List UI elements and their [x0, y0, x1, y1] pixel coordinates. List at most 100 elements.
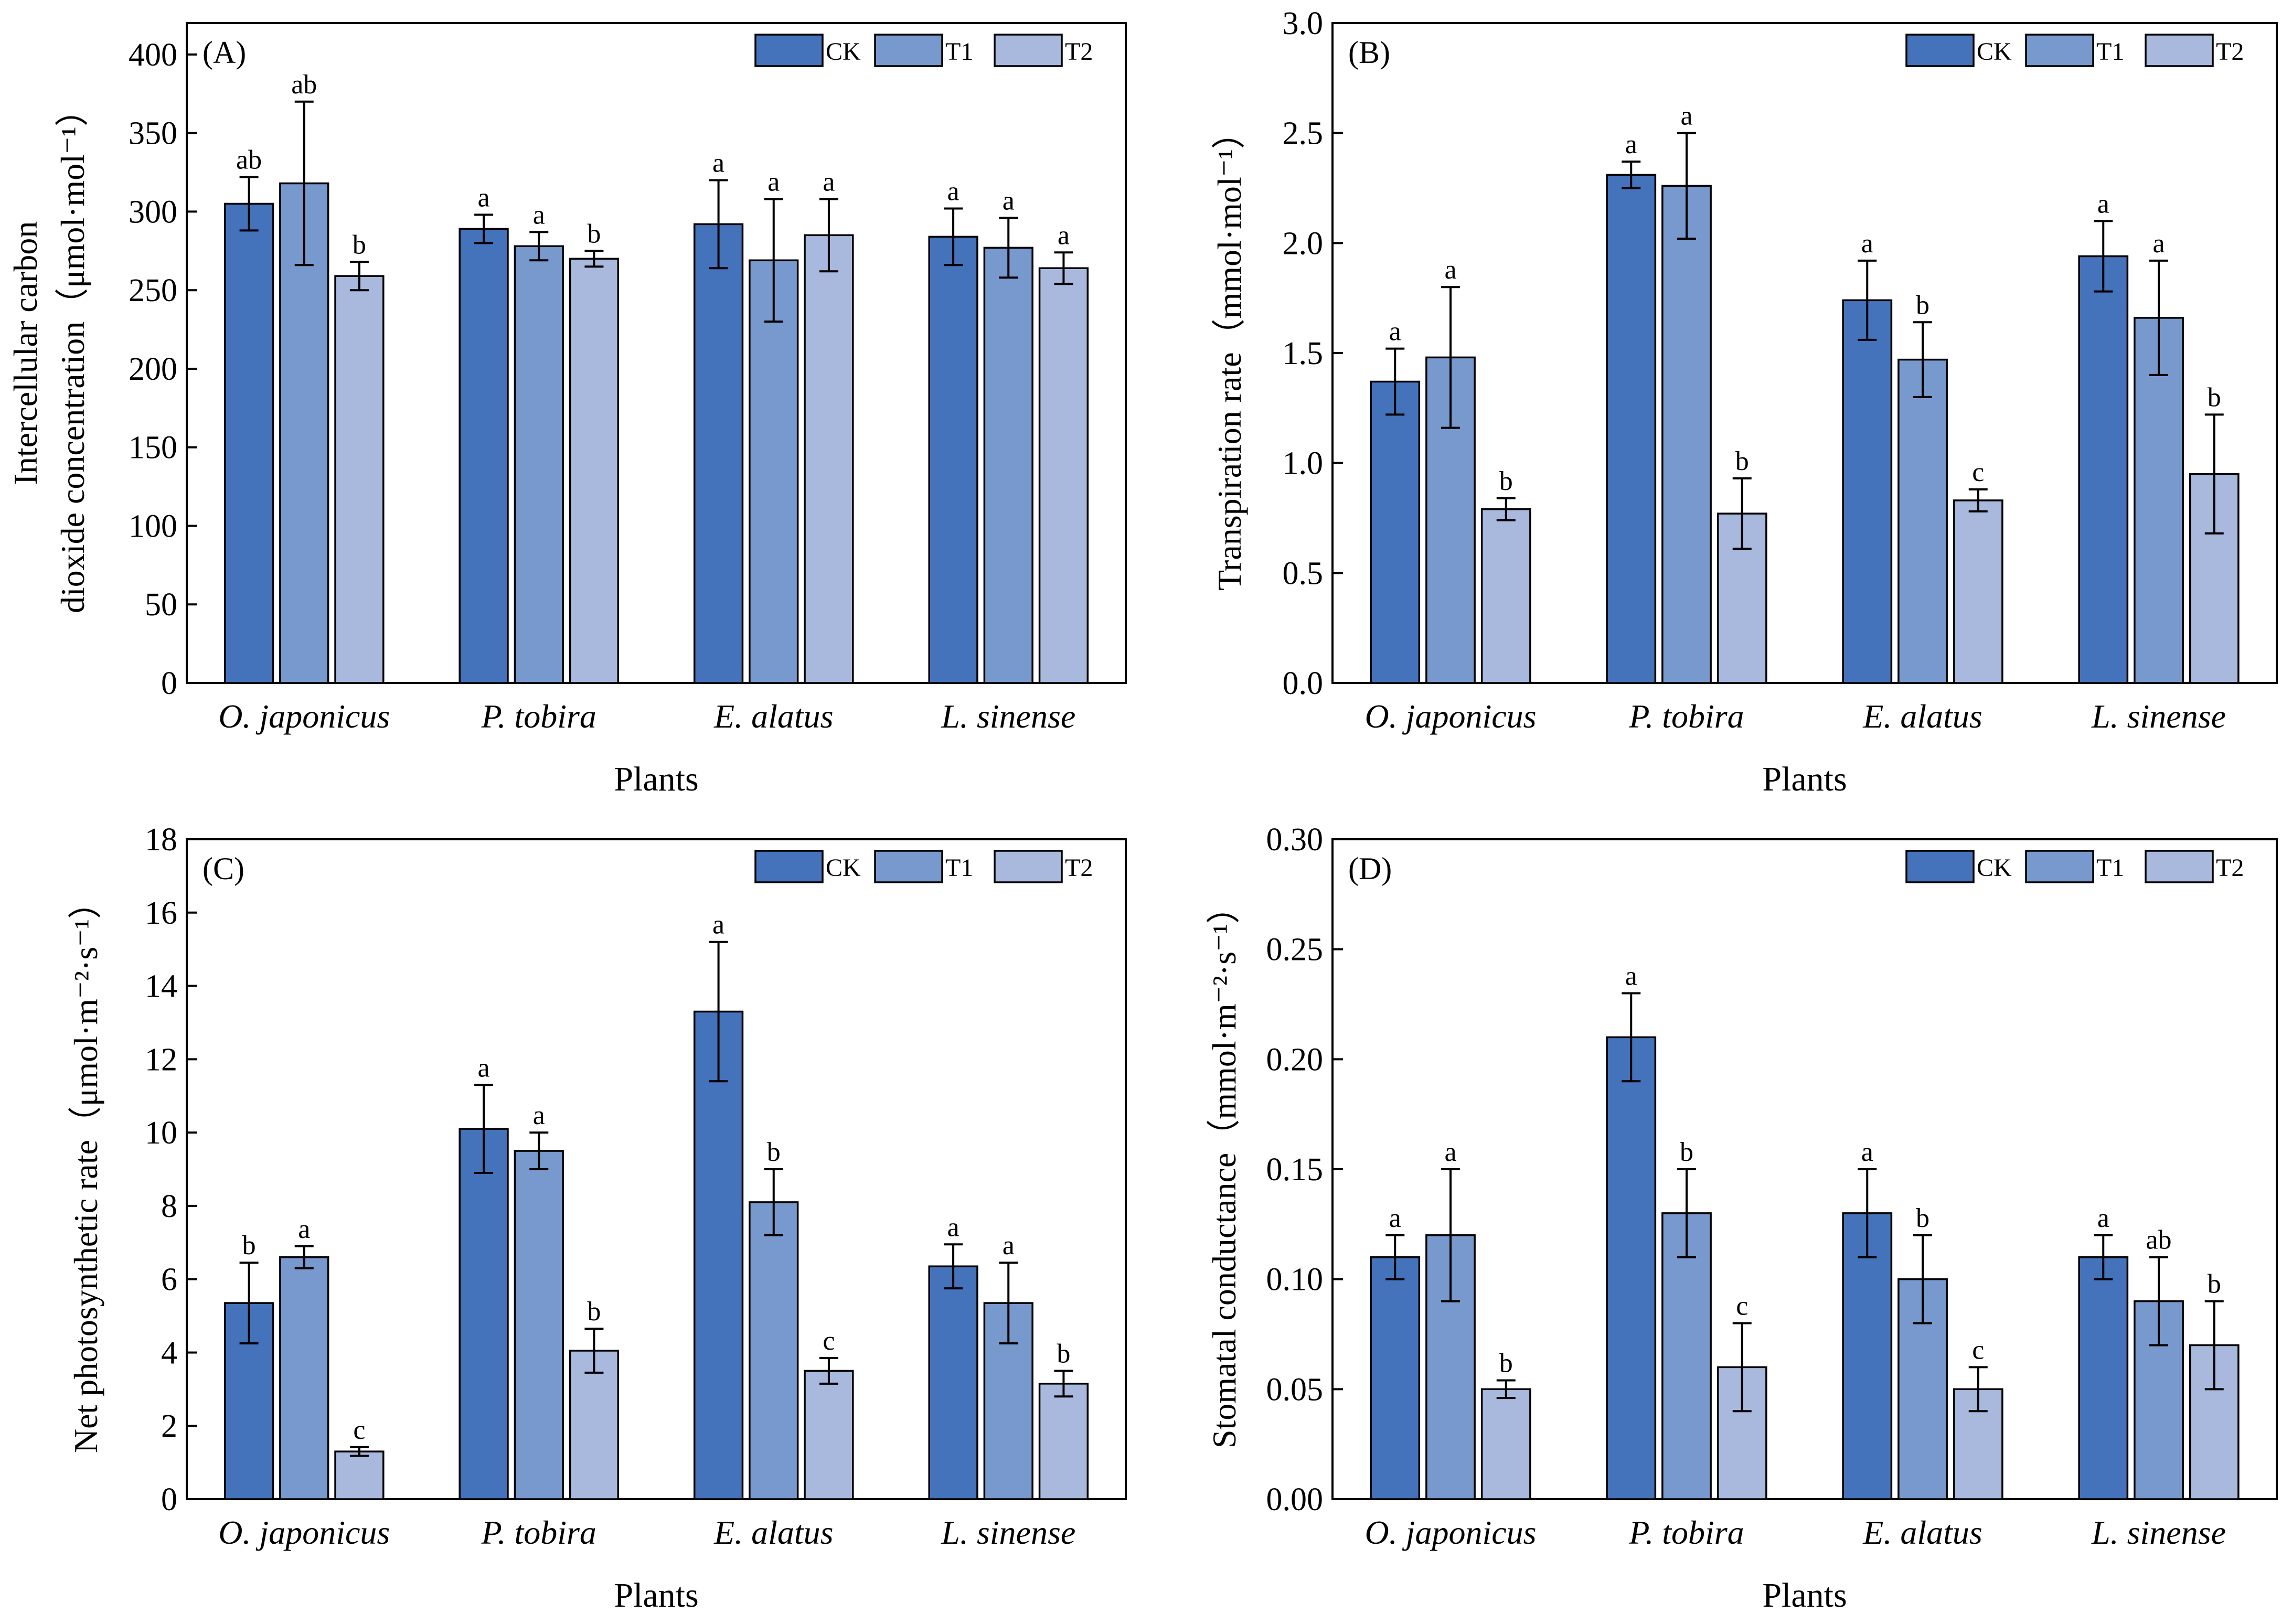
significance-label: a	[1680, 101, 1692, 131]
legend-label-t2: T2	[2216, 38, 2244, 66]
y-tick-label: 3.0	[1283, 6, 1324, 41]
legend-label-ck: CK	[826, 38, 861, 66]
significance-label: a	[1389, 317, 1401, 347]
y-tick-label: 250	[129, 273, 177, 308]
legend-swatch-ck	[1905, 34, 1975, 67]
panel-label: (C)	[202, 851, 244, 886]
significance-label: a	[767, 167, 780, 197]
y-tick-label: 2	[161, 1408, 177, 1444]
legend-label-t2: T2	[1065, 38, 1093, 66]
significance-label: b	[1916, 290, 1929, 320]
legend-label-t2: T2	[2216, 854, 2244, 882]
x-category-label: O. japonicus	[1364, 1514, 1536, 1551]
panel-label: (A)	[202, 35, 246, 70]
bar-t2	[804, 1370, 854, 1500]
bar-ck	[223, 202, 274, 684]
significance-label: a	[947, 176, 960, 206]
legend-label-t1: T1	[2096, 854, 2124, 882]
legend-label-ck: CK	[1977, 38, 2012, 66]
significance-label: a	[2097, 189, 2109, 219]
significance-label: ab	[236, 145, 262, 175]
y-tick-label: 14	[145, 969, 177, 1005]
significance-label: b	[1735, 446, 1749, 476]
legend-swatch-t1	[2025, 850, 2094, 883]
bar-t2	[334, 1450, 385, 1500]
bar-t1	[983, 247, 1033, 684]
y-tick-label: 0.5	[1283, 555, 1324, 591]
significance-label: a	[478, 183, 490, 212]
y-tick-label: 0.10	[1266, 1262, 1324, 1298]
significance-label: a	[1444, 1137, 1456, 1167]
significance-label: b	[1499, 466, 1513, 496]
y-tick-label: 0	[161, 666, 177, 701]
bar-t1	[749, 259, 799, 684]
y-tick-label: 300	[129, 194, 177, 230]
bar-t2	[1038, 1383, 1089, 1500]
significance-label: a	[1003, 1231, 1015, 1260]
y-tick-label: 8	[161, 1189, 177, 1224]
significance-label: c	[1972, 457, 1984, 487]
y-axis-title: Transpiration rate（mmol·mol⁻¹）	[1211, 115, 1248, 591]
significance-label: b	[767, 1137, 781, 1167]
significance-label: a	[1444, 255, 1456, 285]
significance-label: a	[1389, 1203, 1401, 1233]
x-category-label: O. japonicus	[1364, 698, 1536, 735]
y-tick-label: 10	[145, 1115, 177, 1151]
significance-label: a	[712, 148, 724, 178]
y-tick-label: 4	[161, 1335, 177, 1371]
significance-label: b	[2208, 1269, 2221, 1299]
significance-label: b	[587, 219, 601, 249]
bar-t2	[804, 234, 854, 684]
y-tick-label: 12	[145, 1042, 177, 1077]
legend-swatch-t2	[2145, 34, 2214, 67]
significance-label: a	[533, 200, 545, 230]
x-axis-title: Plants	[614, 1576, 698, 1615]
bar-t1	[749, 1201, 799, 1500]
y-tick-label: 100	[129, 508, 177, 544]
y-axis-title: Net photosynthetic rate（μmol·m⁻²·s⁻¹）	[67, 885, 104, 1453]
significance-label: b	[587, 1297, 601, 1327]
legend-swatch-ck	[754, 34, 824, 67]
significance-label: ab	[291, 70, 317, 100]
y-tick-label: 0.20	[1266, 1042, 1324, 1077]
significance-label: a	[823, 167, 835, 197]
x-category-label: E. alatus	[713, 698, 834, 735]
bar-t2	[569, 258, 620, 684]
bar-t1	[514, 1150, 564, 1500]
significance-label: a	[1861, 1137, 1873, 1167]
plot-frame	[186, 22, 1127, 684]
significance-label: a	[1861, 229, 1873, 259]
significance-label: b	[1499, 1349, 1513, 1379]
significance-label: c	[1736, 1291, 1748, 1321]
x-category-label: L. sinense	[2091, 698, 2226, 735]
significance-label: c	[353, 1415, 365, 1445]
bar-t1	[1897, 358, 1948, 684]
x-category-label: P. tobira	[1628, 698, 1744, 735]
x-category-label: E. alatus	[713, 1514, 834, 1551]
y-tick-label: 200	[129, 351, 177, 387]
significance-label: a	[478, 1053, 490, 1083]
significance-label: a	[1003, 186, 1015, 216]
significance-label: a	[2097, 1203, 2109, 1233]
significance-label: a	[1058, 220, 1070, 250]
bar-ck	[459, 1128, 509, 1500]
bar-ck	[1370, 1256, 1421, 1500]
legend: CK T1 T2	[1905, 34, 2244, 67]
bar-t1	[279, 1256, 329, 1500]
x-category-label: L. sinense	[2091, 1514, 2226, 1551]
legend-swatch-t2	[994, 34, 1063, 67]
bar-ck	[928, 236, 978, 684]
x-category-label: O. japonicus	[218, 698, 390, 735]
y-tick-label: 0	[161, 1482, 177, 1518]
bar-ck	[693, 223, 744, 684]
legend-label-t2: T2	[1065, 854, 1093, 882]
y-tick-label: 350	[129, 116, 177, 152]
bar-t1	[1425, 1234, 1476, 1500]
x-category-label: P. tobira	[481, 698, 596, 735]
legend-label-t1: T1	[945, 854, 973, 882]
significance-label: c	[823, 1326, 835, 1356]
bar-ck	[1842, 1212, 1893, 1500]
bar-ck	[459, 228, 509, 684]
